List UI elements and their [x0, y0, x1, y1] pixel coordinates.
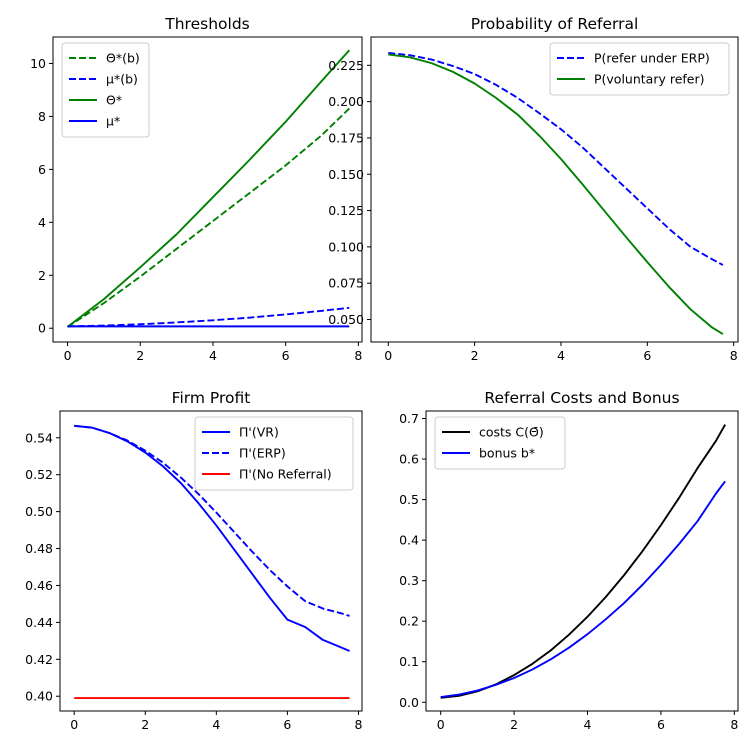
series-line-2 [388, 53, 724, 335]
legend-label: μ*(b) [106, 72, 138, 87]
x-tick-label: 8 [354, 717, 362, 732]
legend-frame [61, 42, 150, 138]
chart-title: Probability of Referral [471, 15, 639, 33]
y-tick-label: 0.200 [328, 94, 364, 109]
x-tick-label: 0 [437, 717, 445, 732]
legend: costs C(Θ̄) bonus b* [434, 416, 566, 470]
y-tick-label: 0.48 [25, 541, 53, 556]
y-tick-label: 0.52 [25, 467, 53, 482]
y-tick-label: 0.100 [328, 239, 364, 254]
series-line-1 [388, 52, 724, 266]
y-tick-label: 0.54 [25, 430, 53, 445]
y-tick-label: 0.175 [328, 130, 364, 145]
x-tick-label: 6 [643, 348, 651, 363]
y-tick-label: 0.0 [399, 695, 419, 710]
legend-label: bonus b* [479, 446, 535, 461]
y-tick-label: 0.46 [25, 578, 53, 593]
legend-frame [194, 416, 354, 491]
x-tick-label: 8 [354, 348, 362, 363]
legend-label: Π'(VR) [239, 425, 279, 440]
y-tick-label: 0.40 [25, 689, 53, 704]
legend: Θ*(b) μ*(b) Θ* μ* [61, 42, 150, 138]
legend-label: P(refer under ERP) [594, 51, 710, 66]
y-tick-label: 0.50 [25, 504, 53, 519]
y-tick-label: 4 [38, 215, 46, 230]
series-line-2 [67, 306, 350, 328]
legend-label: Θ* [106, 93, 122, 108]
legend-label: costs C(Θ̄) [479, 425, 544, 440]
y-tick-label: 0.1 [399, 654, 419, 669]
x-tick-label: 4 [212, 717, 220, 732]
series-line-3 [66, 49, 350, 328]
subplot-2: 0 2 4 6 8 0.050 0.075 0.100 0.125 0.150 0.175 0.200… [328, 15, 739, 363]
y-tick-label: 0.7 [399, 411, 419, 426]
y-tick-label: 0.4 [399, 533, 419, 548]
x-tick-label: 0 [64, 348, 72, 363]
y-tick-label: 0.5 [399, 492, 419, 507]
y-tick-label: 0.050 [328, 312, 364, 327]
y-tick-label: 0.44 [25, 615, 53, 630]
series-line-2 [440, 480, 726, 698]
legend: P(refer under ERP) P(voluntary refer) [549, 42, 730, 96]
x-tick-label: 2 [141, 717, 149, 732]
subplot-4: 0 2 4 6 8 0.0 0.1 0.2 0.3 0.4 0.5 0.6 0.7 Referral Co… [399, 389, 739, 732]
y-tick-label: 0.6 [399, 452, 419, 467]
series-line-1 [74, 424, 350, 652]
legend-frame [434, 416, 566, 470]
x-tick-label: 2 [136, 348, 144, 363]
y-tick-label: 0.3 [399, 573, 419, 588]
y-tick-label: 0.150 [328, 167, 364, 182]
legend-label: Π'(ERP) [239, 446, 286, 461]
legend-label: Π'(No Referral) [239, 467, 332, 482]
x-tick-label: 0 [384, 348, 392, 363]
x-tick-label: 4 [557, 348, 565, 363]
axes-frame [59, 410, 363, 712]
y-tick-label: 0 [38, 321, 46, 336]
y-tick-label: 0.225 [328, 58, 364, 73]
subplot-3: 0 2 4 6 8 0.40 0.42 0.44 0.46 0.48 0.50 0.52 0.54 Fir… [25, 389, 363, 732]
legend-label: Θ*(b) [106, 51, 140, 66]
x-tick-label: 8 [730, 717, 738, 732]
chart-title: Thresholds [164, 15, 249, 33]
x-tick-label: 4 [209, 348, 217, 363]
y-tick-label: 0.075 [328, 276, 364, 291]
axes-frame [370, 36, 739, 343]
y-tick-label: 8 [38, 109, 46, 124]
x-tick-label: 6 [282, 348, 290, 363]
series-line-1 [67, 107, 350, 328]
legend-label: P(voluntary refer) [594, 72, 705, 87]
y-tick-label: 0.42 [25, 652, 53, 667]
x-tick-label: 4 [584, 717, 592, 732]
legend-label: μ* [106, 114, 120, 129]
y-tick-label: 6 [38, 162, 46, 177]
legend: Π'(VR) Π'(ERP) Π'(No Referral) [194, 416, 354, 491]
chart-title: Referral Costs and Bonus [484, 389, 679, 407]
y-tick-label: 0.2 [399, 614, 419, 629]
y-tick-label: 0.125 [328, 203, 364, 218]
x-tick-label: 6 [283, 717, 291, 732]
subplot-1: 0 2 4 6 8 0 2 4 6 8 10 Thresholds Θ*(b) μ*(b) Θ* μ* [30, 15, 363, 363]
legend-frame [549, 42, 730, 96]
x-tick-label: 2 [510, 717, 518, 732]
axes-frame [52, 36, 363, 343]
y-tick-label: 10 [30, 56, 46, 71]
series-line-2 [74, 424, 350, 617]
x-tick-label: 8 [730, 348, 738, 363]
y-tick-label: 2 [38, 268, 46, 283]
x-tick-label: 6 [657, 717, 665, 732]
x-tick-label: 0 [70, 717, 78, 732]
chart-title: Firm Profit [172, 389, 251, 407]
x-tick-label: 2 [471, 348, 479, 363]
axes-frame [425, 410, 739, 712]
